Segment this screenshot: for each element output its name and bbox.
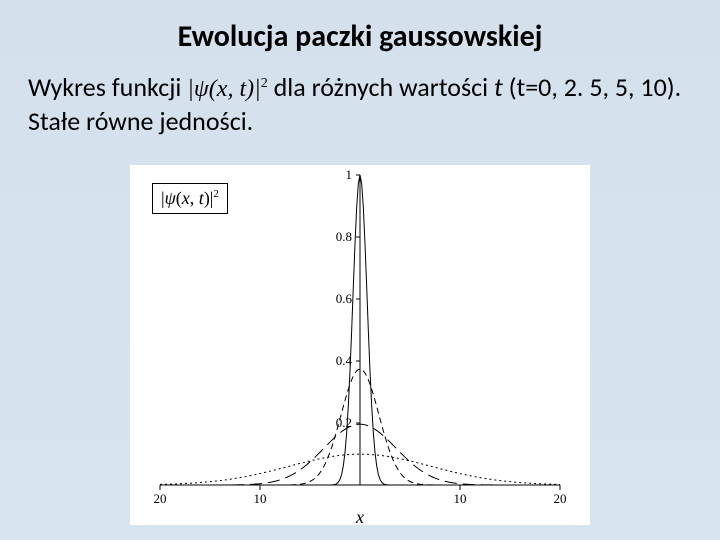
svg-text:0.6: 0.6	[336, 291, 353, 306]
svg-text:x: x	[355, 507, 364, 525]
subtitle: Wykres funkcji |ψ(x, t)|2 dla różnych wa…	[0, 55, 720, 139]
svg-text:0.8: 0.8	[336, 229, 352, 244]
svg-text:20: 20	[154, 491, 167, 506]
svg-text:1: 1	[346, 167, 353, 182]
svg-text:10: 10	[454, 491, 467, 506]
chart-legend: |ψ(x, t)|2	[152, 183, 228, 214]
page-title: Ewolucja paczki gaussowskiej	[0, 0, 720, 55]
subtitle-formula: |ψ(x, t)|2	[187, 76, 267, 102]
svg-text:20: 20	[554, 491, 567, 506]
subtitle-t: t	[494, 71, 503, 103]
subtitle-part1: Wykres funkcji	[28, 71, 187, 103]
subtitle-part2: dla różnych wartości	[274, 71, 494, 103]
svg-text:0.2: 0.2	[336, 415, 352, 430]
chart-container: |ψ(x, t)|2 201010200.20.40.60.81x	[130, 165, 590, 525]
gaussian-chart: 201010200.20.40.60.81x	[130, 165, 590, 525]
svg-text:10: 10	[254, 491, 267, 506]
